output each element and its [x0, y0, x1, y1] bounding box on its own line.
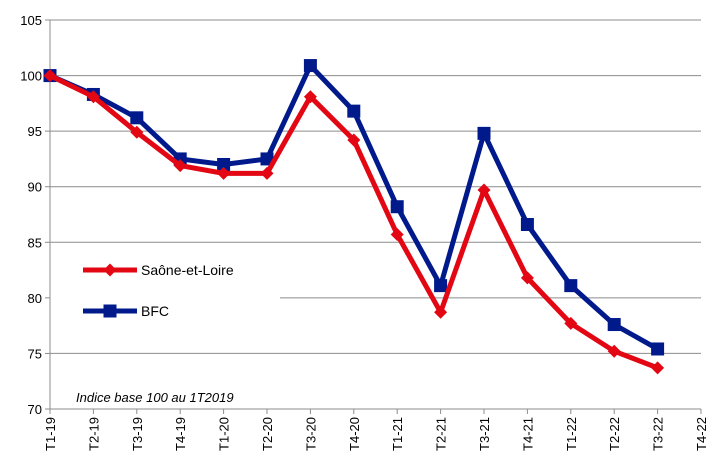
point-saone-et-loire [86, 90, 100, 104]
point-saone-et-loire [130, 125, 144, 139]
x-tick-T2-21: T2-21 [434, 417, 449, 451]
point-saone-et-loire [173, 159, 187, 173]
series-saone-et-loire [43, 69, 665, 375]
x-tick-T2-19: T2-19 [86, 417, 101, 451]
x-tick-T3-20: T3-20 [303, 417, 318, 451]
axes [45, 19, 702, 414]
point-saone-et-loire [520, 271, 534, 285]
point-saone-et-loire [347, 133, 361, 147]
point-bfc [520, 218, 534, 232]
legend: Saône-et-Loire BFC [83, 262, 234, 319]
x-tick-T3-21: T3-21 [477, 417, 492, 451]
x-tick-T2-22: T2-22 [607, 417, 622, 451]
legend-item-bfc: BFC [83, 303, 169, 319]
point-bfc [434, 279, 448, 293]
legend-marker-diamond [103, 263, 117, 277]
point-saone-et-loire [43, 69, 57, 83]
x-tick-T1-20: T1-20 [217, 417, 232, 451]
x-tick-T1-22: T1-22 [564, 417, 579, 451]
point-bfc [217, 157, 231, 171]
chart-annotation: Indice base 100 au 1T2019 [76, 390, 234, 405]
series-bfc [43, 59, 665, 356]
point-bfc [390, 200, 404, 214]
point-saone-et-loire [260, 166, 274, 180]
point-saone-et-loire [564, 316, 578, 330]
x-tick-T4-21: T4-21 [520, 417, 535, 451]
y-tick-80: 80 [28, 291, 42, 306]
y-tick-105: 105 [20, 13, 42, 28]
x-tick-labels: T1-19 T2-19 T3-19 T4-19 T1-20 T2-20 T3-20 T4-20… [43, 417, 709, 451]
y-tick-90: 90 [28, 180, 42, 195]
y-tick-100: 100 [20, 69, 42, 84]
y-tick-85: 85 [28, 235, 42, 250]
y-tick-75: 75 [28, 346, 42, 361]
gridlines [50, 19, 701, 354]
x-tick-T3-22: T3-22 [651, 417, 666, 451]
point-saone-et-loire [607, 344, 621, 358]
legend-label-bfc: BFC [141, 303, 169, 319]
point-bfc [564, 279, 578, 293]
point-bfc [651, 342, 665, 356]
x-tick-T1-19: T1-19 [43, 417, 58, 451]
point-bfc [607, 318, 621, 332]
point-saone-et-loire [390, 228, 404, 242]
x-tick-T2-20: T2-20 [260, 417, 275, 451]
point-saone-et-loire [651, 361, 665, 375]
y-tick-labels: 70 75 80 85 90 95 100 105 [20, 13, 42, 417]
x-tick-T4-19: T4-19 [173, 417, 188, 451]
point-saone-et-loire [217, 166, 231, 180]
legend-marker-square [103, 304, 117, 318]
point-bfc [347, 104, 361, 118]
x-tick-T3-19: T3-19 [130, 417, 145, 451]
point-bfc [303, 59, 317, 73]
point-bfc [260, 152, 274, 166]
x-tick-T4-20: T4-20 [347, 417, 362, 451]
x-tick-T1-21: T1-21 [390, 417, 405, 451]
legend-label-saone-et-loire: Saône-et-Loire [141, 262, 234, 278]
point-saone-et-loire [434, 305, 448, 319]
point-saone-et-loire [477, 183, 491, 197]
point-bfc [477, 126, 491, 140]
point-bfc [130, 111, 144, 125]
y-tick-70: 70 [28, 402, 42, 417]
x-tick-T4-22: T4-22 [694, 417, 709, 451]
series-lines [43, 59, 665, 375]
legend-item-saone-et-loire: Saône-et-Loire [83, 262, 234, 278]
point-saone-et-loire [303, 90, 317, 104]
y-tick-95: 95 [28, 124, 42, 139]
